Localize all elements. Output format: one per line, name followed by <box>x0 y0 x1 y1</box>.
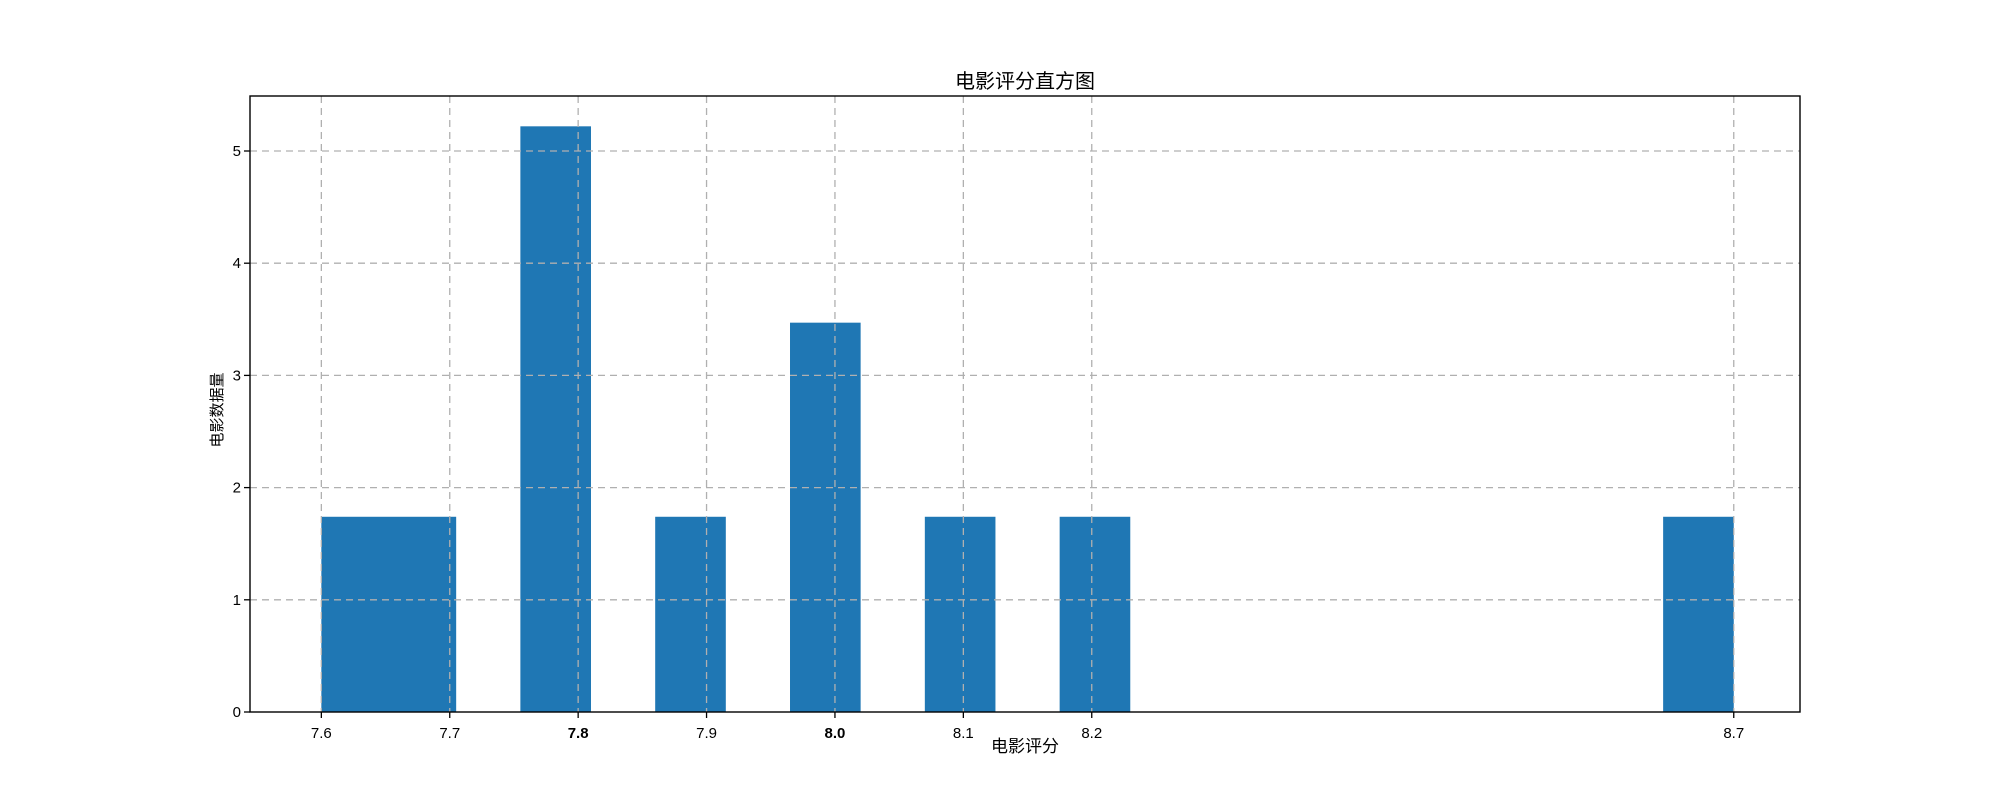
svg-text:7.7: 7.7 <box>439 725 460 742</box>
svg-text:3: 3 <box>233 367 241 384</box>
svg-text:8.1: 8.1 <box>953 725 974 742</box>
svg-text:8.0: 8.0 <box>825 725 846 742</box>
svg-text:7.8: 7.8 <box>568 725 589 742</box>
svg-text:8.7: 8.7 <box>1723 725 1744 742</box>
svg-text:0: 0 <box>233 704 241 721</box>
svg-text:电影评分: 电影评分 <box>991 737 1059 756</box>
svg-text:电影评分直方图: 电影评分直方图 <box>955 70 1095 93</box>
svg-text:7.9: 7.9 <box>696 725 717 742</box>
svg-text:2: 2 <box>233 480 241 497</box>
svg-text:8.2: 8.2 <box>1081 725 1102 742</box>
svg-text:7.6: 7.6 <box>311 725 332 742</box>
svg-text:1: 1 <box>233 592 241 609</box>
svg-text:5: 5 <box>233 143 241 160</box>
svg-text:电影数据量: 电影数据量 <box>209 372 226 447</box>
svg-text:4: 4 <box>233 255 241 272</box>
